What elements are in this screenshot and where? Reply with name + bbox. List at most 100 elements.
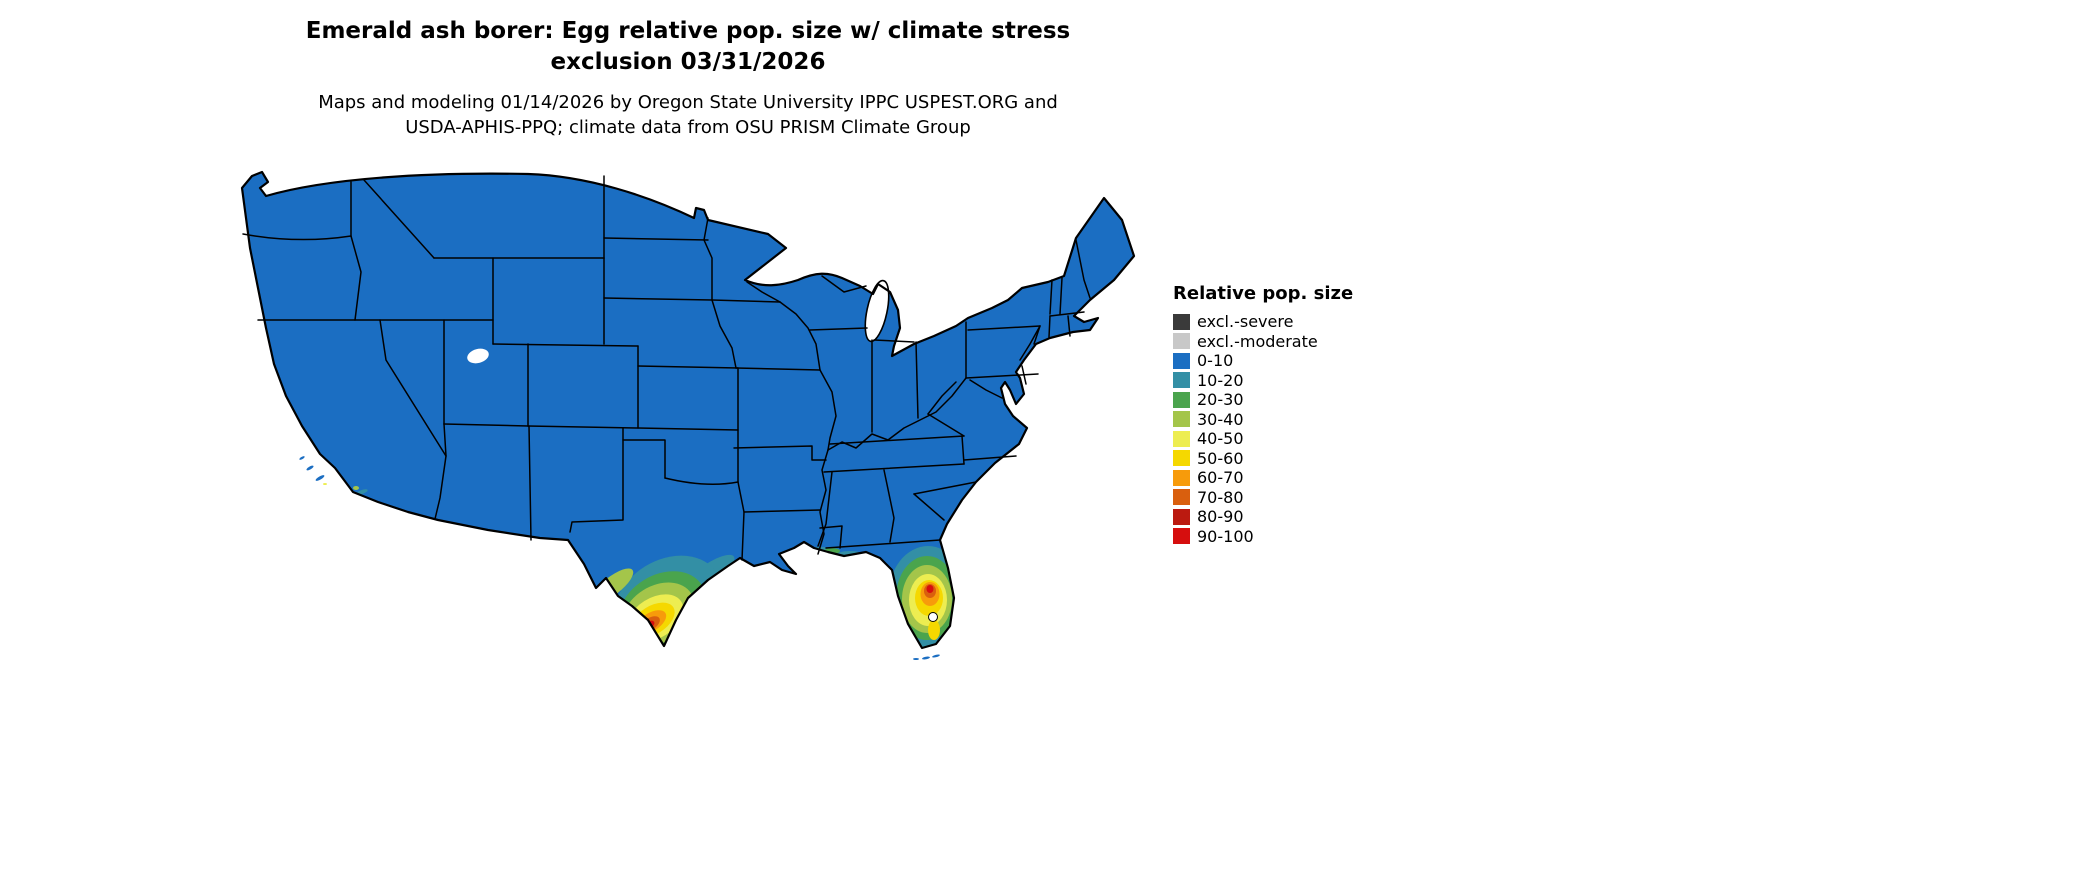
border-ne-ks	[637, 365, 739, 369]
border-ca-nv	[379, 319, 447, 457]
border-ia-mo	[735, 367, 821, 371]
legend-label: 60-70	[1197, 468, 1244, 488]
legend-label: 10-20	[1197, 370, 1244, 390]
border-tn-nc	[961, 435, 965, 465]
state-borders	[242, 175, 1091, 561]
border-nj-west	[1019, 325, 1041, 361]
legend-swatch	[1173, 352, 1190, 369]
florida-band-90-100	[926, 585, 934, 593]
border-nd-sd	[603, 237, 709, 241]
lake-michigan	[864, 279, 890, 343]
border-ohio-river	[827, 377, 967, 451]
legend-item: 0-10	[1173, 351, 1373, 371]
us-map-svg	[240, 170, 1136, 660]
legend-swatch	[1173, 469, 1190, 486]
channel-island-2	[315, 475, 325, 481]
border-tx-nm	[569, 439, 624, 533]
border-ms-al	[817, 471, 833, 547]
legend-label: 90-100	[1197, 526, 1254, 546]
border-az-nm	[528, 425, 532, 541]
legend-label: 20-30	[1197, 390, 1244, 410]
florida-tip-band-50-60	[928, 620, 940, 640]
map-title: Emerald ash borer: Egg relative pop. siz…	[248, 16, 1128, 78]
legend-swatch	[1173, 528, 1190, 545]
title-line-1: Emerald ash borer: Egg relative pop. siz…	[305, 18, 1071, 44]
title-line-2: exclusion 03/31/2026	[550, 49, 826, 75]
hotspot-florida	[888, 546, 968, 648]
florida-key-3	[913, 658, 919, 660]
border-sc-ga	[913, 493, 945, 521]
legend-label: excl.-severe	[1197, 312, 1294, 332]
border-ok-panhandle	[622, 427, 666, 479]
legend-swatch	[1173, 489, 1190, 506]
legend-item: 70-80	[1173, 488, 1373, 508]
border-nh-me	[1075, 239, 1091, 299]
florida-key-2	[932, 654, 940, 658]
legend-label: excl.-moderate	[1197, 331, 1318, 351]
border-mississippi-upper	[779, 301, 821, 371]
lakes-layer	[467, 279, 938, 622]
border-mo-ar	[733, 445, 827, 461]
border-wy-south	[492, 343, 639, 347]
subtitle-line-1: Maps and modeling 01/14/2026 by Oregon S…	[318, 92, 1058, 113]
legend-swatch	[1173, 372, 1190, 389]
legend-item: 50-60	[1173, 449, 1373, 469]
border-pa-ny	[967, 325, 1041, 331]
border-mississippi-lower	[817, 449, 829, 555]
channel-island-3	[299, 456, 305, 460]
legend-label: 40-50	[1197, 429, 1244, 449]
border-wv-va	[927, 381, 957, 415]
legend-label: 50-60	[1197, 448, 1244, 468]
border-va-nc	[963, 455, 1017, 461]
map-subtitle: Maps and modeling 01/14/2026 by Oregon S…	[248, 90, 1128, 140]
border-sd-ne	[603, 297, 713, 301]
legend-swatch	[1173, 391, 1190, 408]
border-mi-south	[873, 339, 915, 343]
border-nc-sc	[913, 481, 977, 495]
legend-swatch	[1173, 313, 1190, 330]
border-idaho-west	[350, 181, 362, 321]
legend-label: 80-90	[1197, 507, 1244, 527]
legend-swatch	[1173, 333, 1190, 350]
border-ut-az	[443, 423, 529, 427]
legend-items: excl.-severe excl.-moderate 0-10 10-20 20-30…	[1173, 312, 1373, 546]
border-al-ga	[883, 469, 895, 543]
border-ny-nj	[1033, 325, 1041, 345]
legend-item: 40-50	[1173, 429, 1373, 449]
legend-label: 0-10	[1197, 351, 1234, 371]
legend-item: excl.-moderate	[1173, 332, 1373, 352]
channel-island-1	[306, 465, 314, 471]
border-wa-or	[242, 233, 352, 241]
legend-title: Relative pop. size	[1173, 283, 1354, 304]
border-pa-md	[965, 373, 1039, 379]
border-mississippi-mo-il	[819, 369, 837, 451]
us-population-map	[228, 168, 1140, 668]
legend-swatch	[1173, 430, 1190, 447]
socal-band-30-40	[353, 486, 359, 490]
border-wi-mi	[821, 275, 867, 293]
border-wi-il	[809, 327, 868, 331]
legend-label: 30-40	[1197, 409, 1244, 429]
legend-item: 80-90	[1173, 507, 1373, 527]
border-ar-la	[743, 509, 821, 513]
legend-item: 10-20	[1173, 371, 1373, 391]
border-mn-west	[703, 217, 713, 301]
border-tn-south	[823, 463, 965, 473]
border-potomac	[969, 379, 1003, 399]
legend-label: 70-80	[1197, 487, 1244, 507]
legend-swatch	[1173, 411, 1190, 428]
legend-item: 20-30	[1173, 390, 1373, 410]
legend-item: 90-100	[1173, 527, 1373, 547]
legend-item: excl.-severe	[1173, 312, 1373, 332]
legend-item: 60-70	[1173, 468, 1373, 488]
border-red-river	[664, 477, 739, 485]
border-missouri-river-ne-ia	[711, 299, 737, 369]
legend: Relative pop. size excl.-severe excl.-mod…	[1173, 283, 1373, 546]
lake-okeechobee	[928, 612, 938, 622]
border-ny-ct	[1048, 315, 1051, 338]
border-colorado-river	[434, 423, 447, 520]
legend-swatch	[1173, 508, 1190, 525]
border-ky-tn	[829, 435, 965, 445]
channel-island-hotspot	[323, 483, 327, 485]
border-mn-wi	[746, 281, 781, 303]
